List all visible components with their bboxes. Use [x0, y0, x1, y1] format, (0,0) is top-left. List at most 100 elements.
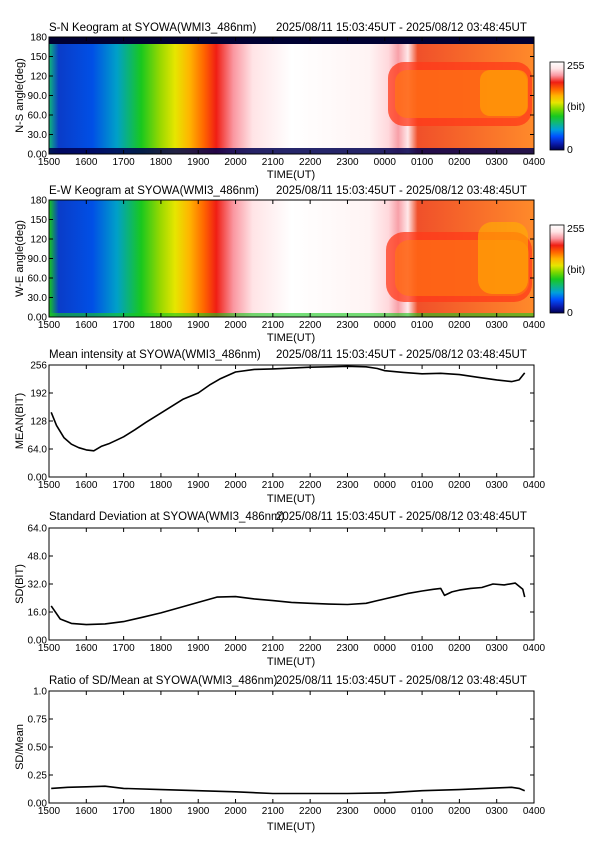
- sn-xtick-label: 0100: [411, 157, 434, 168]
- ew-xtick-label: 0400: [523, 320, 546, 331]
- sd-xtick-label: 0200: [448, 643, 471, 654]
- ratio-ytick-label: 0.50: [28, 743, 48, 754]
- ratio-xtick-label: 1800: [150, 806, 173, 817]
- mean-xtick-label: 1900: [187, 480, 210, 491]
- ew-xtick-label: 1600: [75, 320, 98, 331]
- mean-xtick-label: 0400: [523, 480, 546, 491]
- sn-title: S-N Keogram at SYOWA(WMI3_486nm): [49, 22, 256, 34]
- sd-xtick-label: 0300: [486, 643, 509, 654]
- sd-xtick-label: 2100: [262, 643, 285, 654]
- sd-xtick-label: 2300: [336, 643, 359, 654]
- ratio-time-range: 2025/08/11 15:03:45UT - 2025/08/12 03:48…: [276, 675, 527, 687]
- ratio-ytick-label: 1.0: [33, 687, 47, 698]
- ew-xtick-label: 1700: [112, 320, 135, 331]
- ew-keogram-panel: E-W Keogram at SYOWA(WMI3_486nm) 2025/08…: [14, 185, 585, 344]
- sn-xtick-label: 1500: [38, 157, 61, 168]
- ew-xtick-label: 2200: [299, 320, 322, 331]
- sn-ytick-label: 150: [30, 52, 47, 63]
- sn-ylabel: N-S angle(deg): [14, 58, 26, 133]
- ew-yellow-arc-core: [478, 222, 528, 294]
- sd-xtick-label: 0400: [523, 643, 546, 654]
- ratio-xtick-label: 1700: [112, 806, 135, 817]
- sd-ylabel: SD(BIT): [14, 564, 26, 604]
- mean-panel: Mean intensity at SYOWA(WMI3_486nm) 2025…: [14, 349, 546, 505]
- sd-xtick-label: 1600: [75, 643, 98, 654]
- ratio-xtick-label: 1900: [187, 806, 210, 817]
- sd-plot-frame: [48, 527, 535, 641]
- sd-xtick-label: 1800: [150, 643, 173, 654]
- sd-title: Standard Deviation at SYOWA(WMI3_486nm): [49, 511, 285, 523]
- sn-xtick-label: 2300: [336, 157, 359, 168]
- mean-series-line: [50, 365, 526, 452]
- ew-keogram-features: [49, 222, 534, 317]
- sn-xlabel: TIME(UT): [267, 169, 315, 181]
- ratio-xtick-label: 2300: [336, 806, 359, 817]
- mean-xtick-label: 0000: [374, 480, 397, 491]
- mean-xtick-label: 0100: [411, 480, 434, 491]
- ratio-xtick-label: 2200: [299, 806, 322, 817]
- mean-xtick-label: 1500: [38, 480, 61, 491]
- sn-ytick-label: 90.0: [28, 91, 48, 102]
- ew-ytick-label: 60.0: [28, 274, 48, 285]
- ew-ylabel: W-E angle(deg): [14, 220, 26, 297]
- mean-xtick-label: 2000: [224, 480, 247, 491]
- ratio-xtick-label: 0400: [523, 806, 546, 817]
- mean-ytick-label: 256: [30, 361, 47, 372]
- sd-xtick-label: 1900: [187, 643, 210, 654]
- mean-ytick-label: 192: [30, 389, 47, 400]
- ew-xtick-label: 2000: [224, 320, 247, 331]
- ratio-xtick-label: 2000: [224, 806, 247, 817]
- sd-xtick-label: 1700: [112, 643, 135, 654]
- sn-ytick-label: 30.0: [28, 130, 48, 141]
- sn-yellow-arc-core: [480, 70, 528, 116]
- ratio-xtick-label: 0200: [448, 806, 471, 817]
- ew-ytick-label: 0.00: [28, 313, 48, 324]
- sn-xtick-label: 1800: [150, 157, 173, 168]
- mean-ytick-label: 128: [30, 417, 47, 428]
- sd-ytick-label: 64.0: [28, 524, 48, 535]
- sn-colorbar-max: 255: [567, 60, 585, 72]
- ratio-xtick-label: 0000: [374, 806, 397, 817]
- mean-ytick-label: 64.0: [28, 445, 48, 456]
- mean-title: Mean intensity at SYOWA(WMI3_486nm): [49, 349, 261, 361]
- ratio-series-line: [51, 785, 526, 795]
- ew-ytick-label: 30.0: [28, 293, 48, 304]
- ratio-xtick-label: 0100: [411, 806, 434, 817]
- sn-colorbar-unit: (bit): [567, 101, 585, 113]
- sd-ytick-label: 0.00: [28, 636, 48, 647]
- mean-ytick-label: 0.00: [28, 473, 48, 484]
- ratio-ylabel: SD/Mean: [14, 724, 26, 770]
- mean-plot-frame: [48, 364, 535, 478]
- sd-axes: 1500 1600 1700 1800 1900 2000 2100 2200 2300 0000…: [28, 524, 546, 655]
- sd-ytick-label: 32.0: [28, 580, 48, 591]
- ew-xtick-label: 2100: [262, 320, 285, 331]
- ew-xtick-label: 0200: [448, 320, 471, 331]
- ratio-title: Ratio of SD/Mean at SYOWA(WMI3_486nm): [49, 675, 278, 687]
- sn-colorbar-min: 0: [567, 144, 573, 156]
- sd-xtick-label: 2000: [224, 643, 247, 654]
- ratio-xlabel: TIME(UT): [267, 821, 315, 833]
- sn-xtick-label: 1900: [187, 157, 210, 168]
- mean-xtick-label: 0300: [486, 480, 509, 491]
- sd-ytick-label: 16.0: [28, 608, 48, 619]
- sn-xtick-label: 2200: [299, 157, 322, 168]
- mean-xtick-label: 2200: [299, 480, 322, 491]
- sd-ytick-label: 48.0: [28, 552, 48, 563]
- ratio-xtick-label: 2100: [262, 806, 285, 817]
- ratio-xtick-label: 0300: [486, 806, 509, 817]
- mean-xtick-label: 2100: [262, 480, 285, 491]
- ratio-xtick-label: 1500: [38, 806, 61, 817]
- sd-series-line: [50, 582, 526, 626]
- ew-colorbar-unit: (bit): [567, 264, 585, 276]
- ew-xtick-label: 2300: [336, 320, 359, 331]
- ew-ytick-label: 150: [30, 215, 47, 226]
- ew-colorbar-max: 255: [567, 223, 585, 235]
- ratio-ytick-label: 0.25: [28, 771, 48, 782]
- sd-xlabel: TIME(UT): [267, 656, 315, 668]
- ew-xtick-label: 1800: [150, 320, 173, 331]
- mean-xtick-label: 1700: [112, 480, 135, 491]
- mean-xtick-label: 2300: [336, 480, 359, 491]
- ew-ytick-label: 120: [30, 235, 47, 246]
- ew-xlabel: TIME(UT): [267, 332, 315, 344]
